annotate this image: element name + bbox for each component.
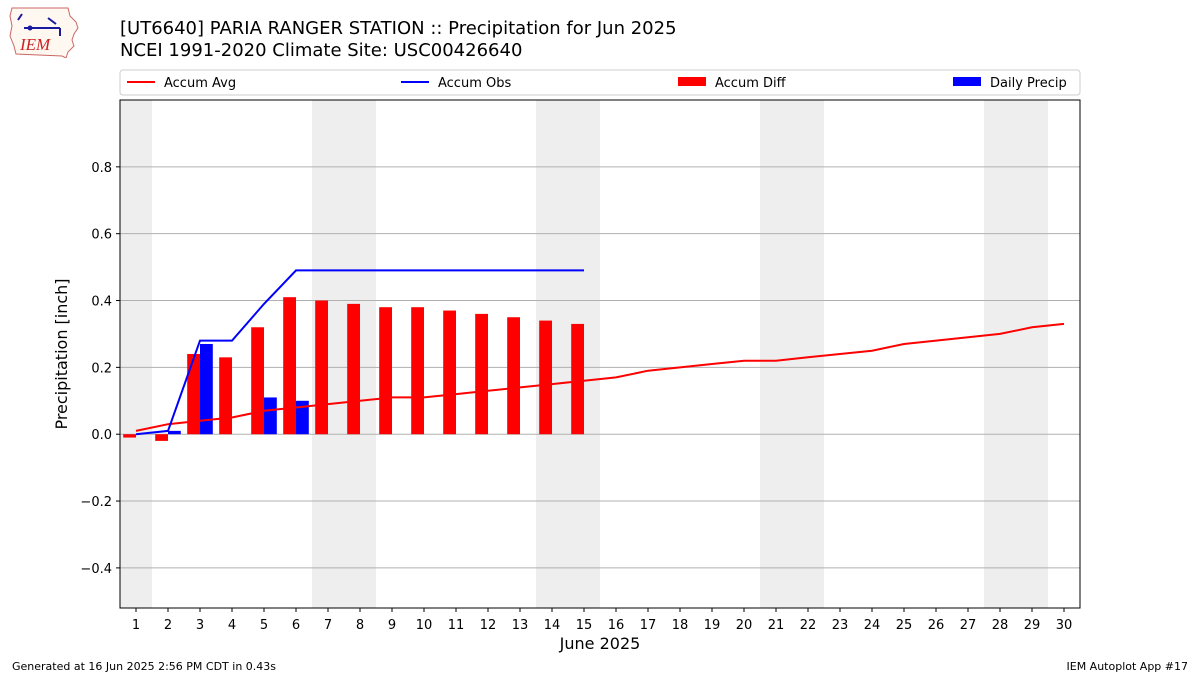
y-tick-label: 0.6: [91, 228, 112, 243]
iem-logo: IEM: [9, 7, 79, 58]
legend-label: Accum Avg: [164, 76, 236, 91]
legend-label: Accum Obs: [438, 76, 511, 91]
weekend-band: [984, 100, 1048, 608]
x-tick-label: 23: [832, 618, 849, 633]
app-credit: IEM Autoplot App #17: [1066, 660, 1189, 673]
x-tick-label: 9: [388, 618, 396, 633]
weekend-band: [120, 100, 152, 608]
x-tick-label: 5: [260, 618, 268, 633]
chart-subtitle: NCEI 1991-2020 Climate Site: USC00426640: [120, 40, 523, 61]
x-tick-label: 15: [576, 618, 593, 633]
accum-diff-bar: [315, 300, 328, 435]
daily-precip-bar: [168, 430, 181, 435]
x-tick-label: 21: [768, 618, 785, 633]
x-axis: 1 2 3 4 5 6 7 8 9 10 11 12 13 14 15 16 17 18 19 20 21 22 23 24 2…: [132, 608, 1072, 633]
generated-timestamp: Generated at 16 Jun 2025 2:56 PM CDT in …: [12, 660, 277, 673]
y-tick-label: 0.0: [91, 428, 112, 443]
daily-precip-bar: [296, 400, 309, 435]
daily-precip-bars: [168, 343, 309, 435]
x-tick-label: 14: [544, 618, 561, 633]
accum-diff-bar: [155, 434, 168, 441]
accum-avg-line: [135, 322, 1065, 432]
y-tick-label: 0.2: [91, 361, 112, 376]
weather-symbols-icon: [17, 13, 61, 36]
legend-box: [119, 69, 1081, 96]
x-tick-label: 24: [864, 618, 881, 633]
accum-diff-bar: [187, 354, 200, 435]
x-tick-label: 1: [132, 618, 140, 633]
x-tick-label: 10: [416, 618, 433, 633]
accum-diff-bar: [123, 434, 136, 438]
chart-title: [UT6640] PARIA RANGER STATION :: Precipi…: [120, 18, 677, 39]
legend-label: Daily Precip: [990, 76, 1067, 91]
x-tick-label: 22: [800, 618, 817, 633]
iowa-state-outline: [9, 7, 79, 58]
legend: Accum Avg Accum Obs Accum Diff Daily Precip: [127, 76, 1067, 91]
x-tick-label: 3: [196, 618, 204, 633]
accum-diff-bar: [283, 297, 296, 435]
plot-frame: [119, 99, 1081, 609]
x-tick-label: 13: [512, 618, 529, 633]
accum-diff-bar: [379, 307, 392, 435]
y-tick-label: 0.8: [91, 161, 112, 176]
accum-diff-bar: [539, 320, 552, 435]
x-tick-label: 18: [672, 618, 689, 633]
accum-diff-bar: [571, 323, 584, 435]
plot-area: [119, 99, 1081, 609]
x-tick-label: 27: [960, 618, 977, 633]
accum-obs-line: [135, 269, 584, 436]
y-axis-label: Precipitation [inch]: [52, 278, 71, 429]
x-tick-label: 20: [736, 618, 753, 633]
x-tick-label: 28: [992, 618, 1009, 633]
x-tick-label: 17: [640, 618, 657, 633]
legend-label: Accum Diff: [715, 76, 787, 91]
grid-lines: [120, 166, 1080, 569]
daily-precip-bar: [264, 397, 277, 435]
x-tick-label: 7: [324, 618, 332, 633]
weekend-band: [760, 100, 824, 608]
x-tick-label: 19: [704, 618, 721, 633]
accum-diff-bars: [123, 297, 584, 441]
accum-diff-bar: [411, 307, 424, 435]
x-tick-label: 25: [896, 618, 913, 633]
accum-diff-bar: [347, 303, 360, 435]
x-tick-label: 11: [448, 618, 465, 633]
weekend-shading: [120, 100, 1048, 608]
x-tick-label: 4: [228, 618, 236, 633]
y-tick-label: −0.2: [80, 495, 112, 510]
y-tick-label: −0.4: [80, 562, 112, 577]
x-tick-label: 12: [480, 618, 497, 633]
x-tick-label: 2: [164, 618, 172, 633]
accum-diff-bar: [251, 327, 264, 435]
x-tick-label: 29: [1024, 618, 1041, 633]
accum-diff-bar: [443, 310, 456, 435]
y-axis: −0.4 −0.2 0.0 0.2 0.4 0.6 0.8: [80, 161, 120, 577]
legend-swatch: [678, 77, 706, 86]
legend-swatch: [953, 77, 981, 86]
x-tick-label: 30: [1056, 618, 1073, 633]
x-tick-label: 26: [928, 618, 945, 633]
accum-diff-bar: [219, 357, 232, 435]
accum-diff-bar: [507, 317, 520, 435]
logo-text: IEM: [19, 35, 51, 54]
x-tick-label: 8: [356, 618, 364, 633]
x-tick-label: 16: [608, 618, 625, 633]
x-tick-label: 6: [292, 618, 300, 633]
accum-diff-bar: [475, 313, 488, 435]
raindrop-icon: [27, 25, 33, 31]
x-axis-label: June 2025: [559, 634, 641, 653]
daily-precip-bar: [200, 343, 213, 435]
y-tick-label: 0.4: [91, 295, 112, 310]
